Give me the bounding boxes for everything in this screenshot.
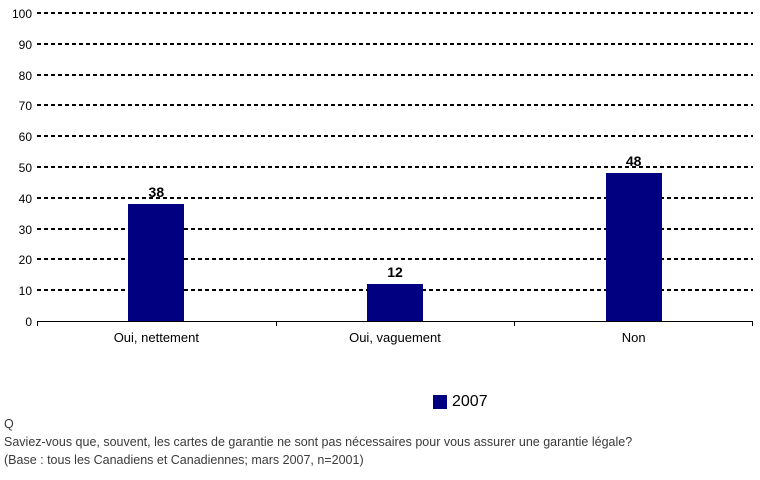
- question-text: Saviez-vous que, souvent, les cartes de …: [4, 435, 633, 449]
- gridline: [37, 166, 753, 168]
- gridline: [37, 196, 753, 199]
- gridline: [37, 104, 753, 107]
- y-axis-label: 100: [11, 7, 32, 21]
- gridline: [37, 227, 753, 230]
- x-axis-tick: [37, 321, 38, 326]
- x-axis-category-label: Non: [621, 330, 646, 345]
- y-axis-label: 60: [18, 130, 32, 145]
- question-letter: Q: [4, 417, 14, 431]
- footer-notes: Q Saviez-vous que, souvent, les cartes d…: [4, 415, 754, 469]
- y-axis-label: 0: [25, 315, 32, 329]
- x-axis-tick: [514, 321, 516, 326]
- x-axis-category-label: Oui, vaguement: [349, 330, 441, 345]
- gridline: [37, 73, 753, 76]
- bar-group-oui-vaguement: 12 Oui, vaguement: [276, 14, 515, 345]
- bar-chart: 38 Oui, nettement 12 Oui, vaguement 48 N…: [11, 7, 753, 345]
- y-axis-label: 40: [18, 191, 32, 206]
- bar: [366, 284, 423, 321]
- legend: 2007: [433, 394, 488, 410]
- y-axis-label: 50: [18, 161, 32, 175]
- y-axis-label: 30: [18, 222, 32, 237]
- legend-label: 2007: [452, 393, 488, 410]
- y-axis-label: 70: [18, 99, 32, 114]
- bar-group-non: 48 Non: [514, 14, 753, 345]
- x-axis-tick: [275, 321, 277, 326]
- gridline: [37, 12, 753, 14]
- y-axis-label: 80: [18, 68, 32, 83]
- x-axis-category-label: Oui, nettement: [113, 330, 199, 345]
- gridline: [37, 42, 753, 45]
- bar: [605, 173, 662, 321]
- bar-value-label: 12: [387, 264, 403, 280]
- gridline: [37, 258, 753, 261]
- x-axis-tick: [752, 321, 753, 326]
- bar-group-oui-nettement: 38 Oui, nettement: [37, 14, 276, 345]
- y-axis-label: 20: [18, 253, 32, 268]
- base-text: (Base : tous les Canadiens et Canadienne…: [4, 453, 364, 467]
- bar-value-label: 48: [625, 153, 642, 169]
- plot-area: 38 Oui, nettement 12 Oui, vaguement 48 N…: [37, 12, 753, 345]
- legend-swatch-2007: [433, 395, 447, 409]
- bar-value-label: 38: [148, 184, 165, 200]
- y-axis-label: 90: [18, 37, 32, 52]
- gridline: [37, 135, 753, 138]
- bar: [128, 204, 185, 321]
- y-axis-label: 10: [18, 284, 32, 299]
